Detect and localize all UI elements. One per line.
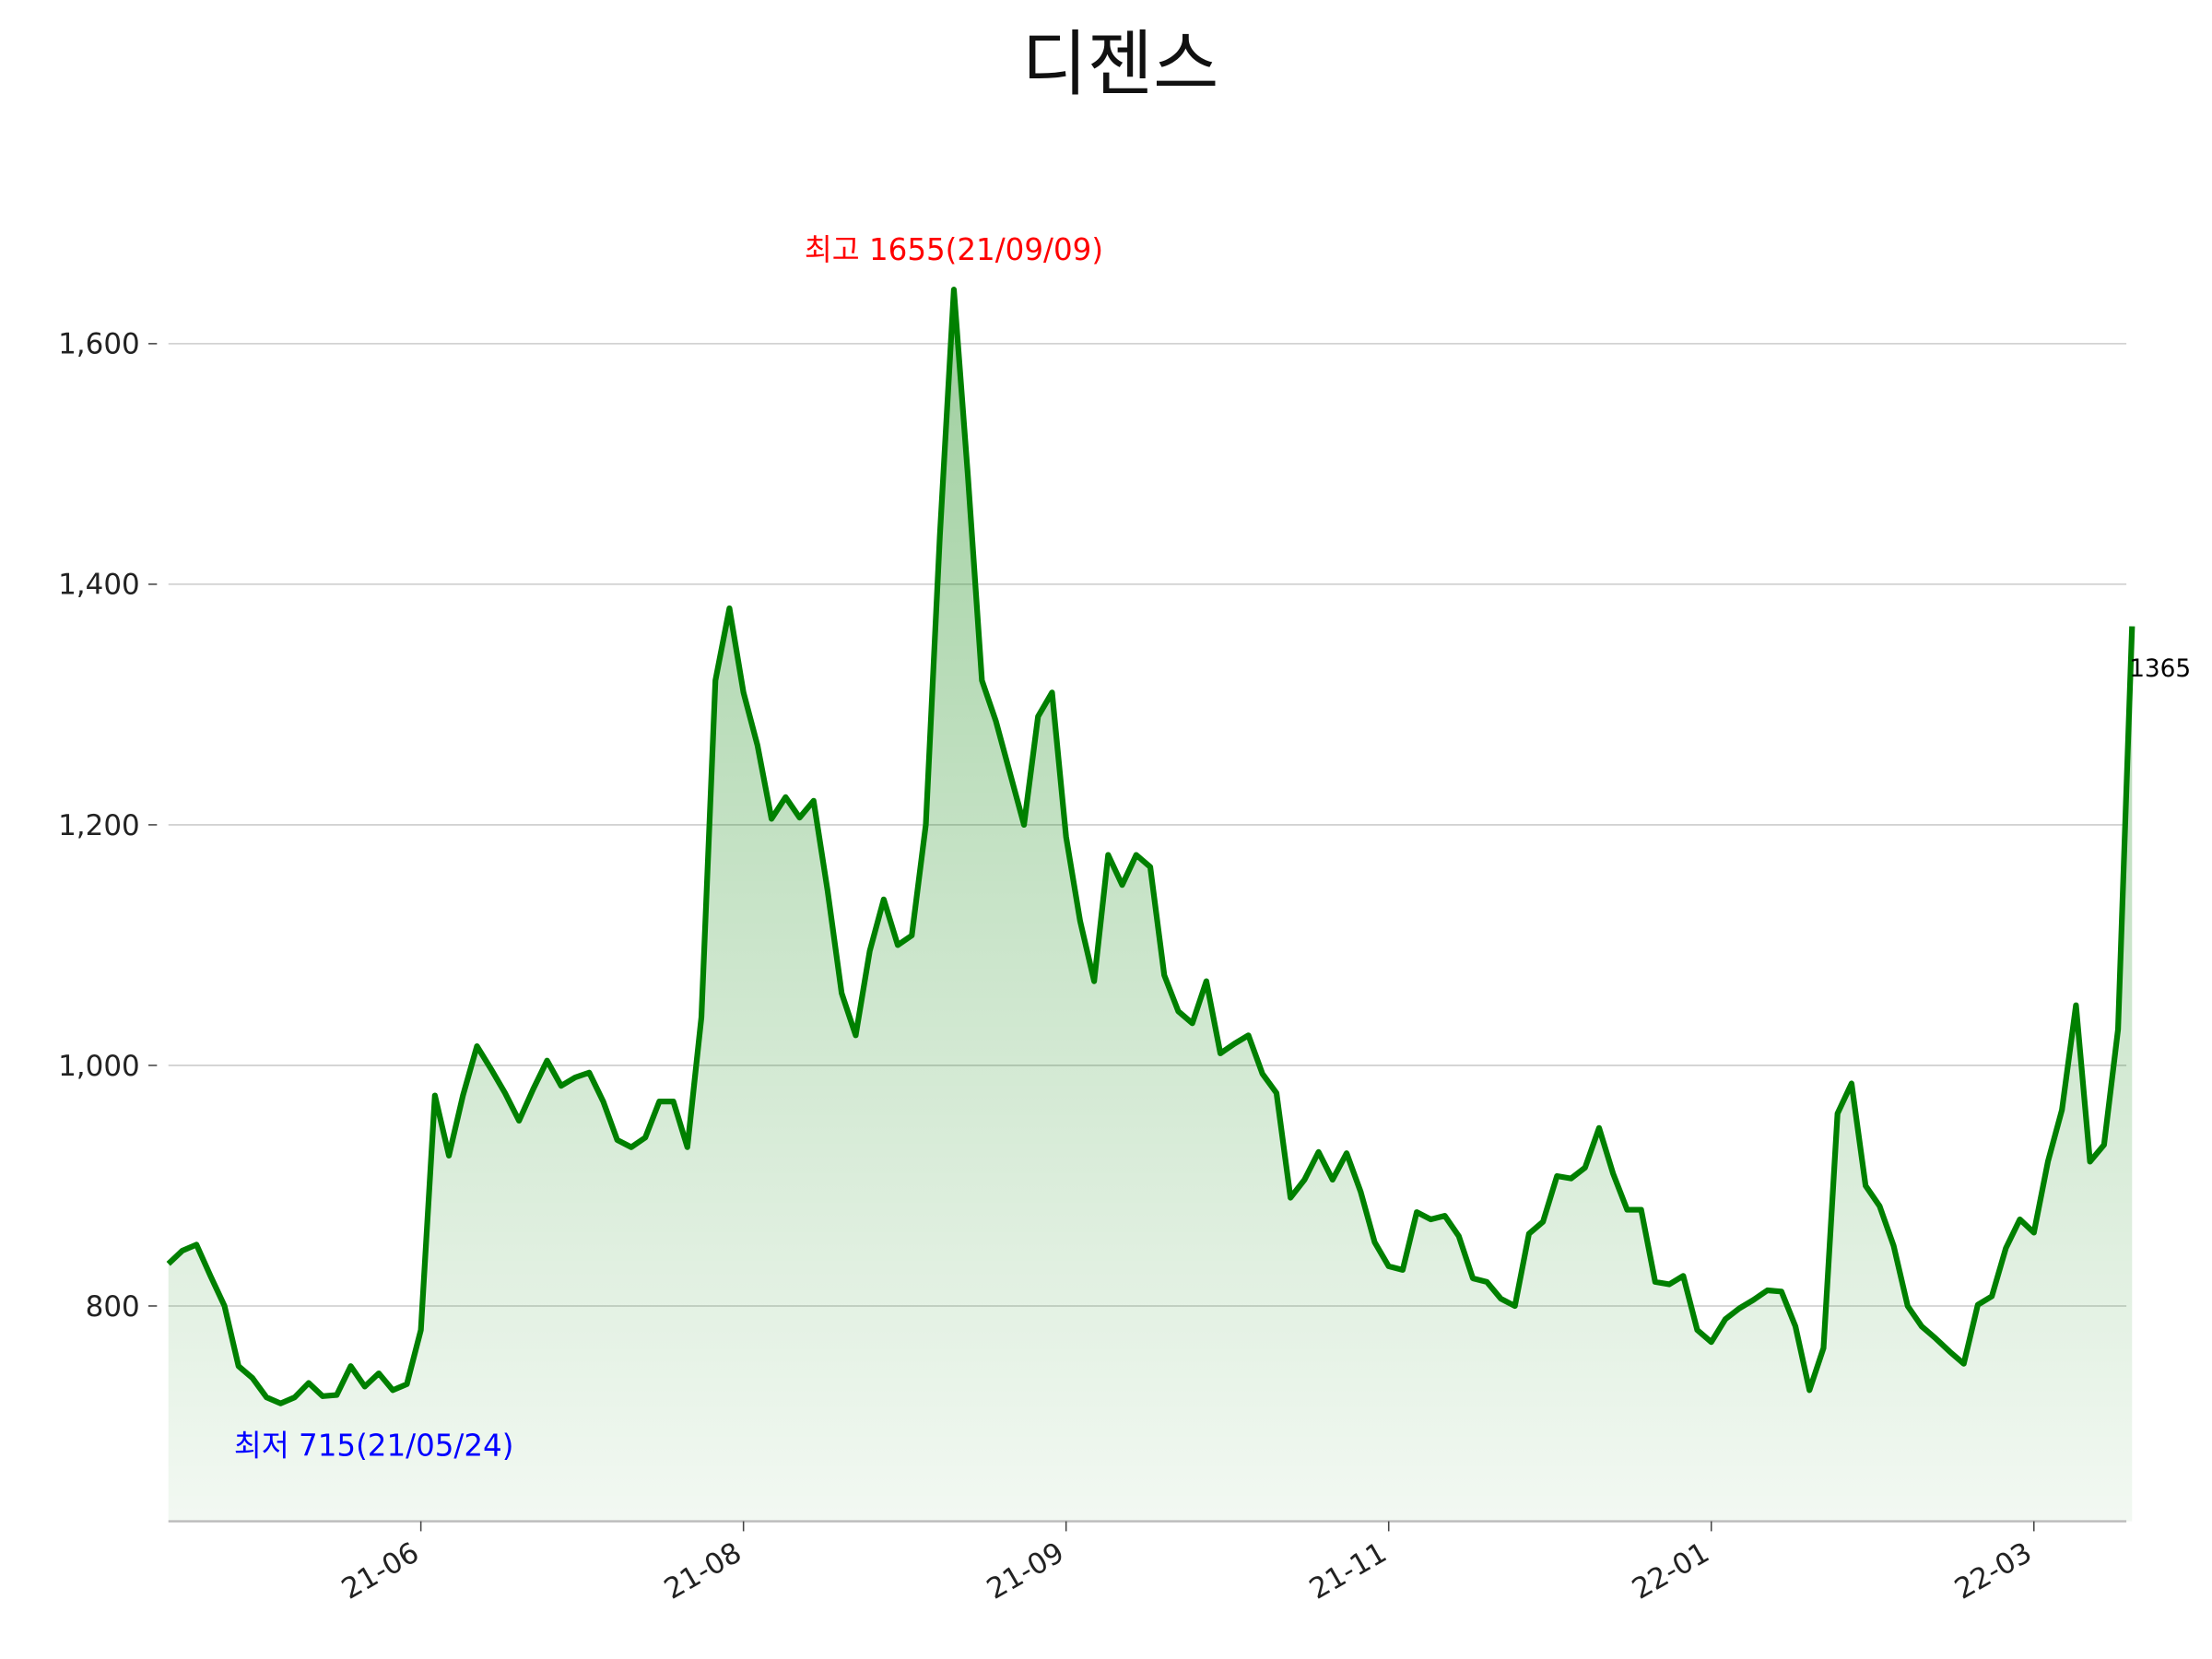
y-tick-label: 1,000 <box>58 1050 140 1083</box>
y-tick-label: 1,600 <box>58 328 140 361</box>
x-tick-label: 21-06 <box>336 1536 425 1606</box>
line <box>166 287 2136 1406</box>
chart-title: 디젠스 <box>1022 23 1219 106</box>
x-tick-label: 21-11 <box>1304 1536 1393 1606</box>
x-tick-label: 21-09 <box>982 1536 1070 1606</box>
annotation: 1365 <box>2129 655 2191 683</box>
y-tick-label: 1,200 <box>58 809 140 842</box>
y-tick-label: 800 <box>86 1290 140 1324</box>
area <box>168 289 2133 1522</box>
x-tick-label: 21-08 <box>659 1536 747 1606</box>
annotation: 최저 715(21/05/24) <box>234 1428 514 1463</box>
y-tick-label: 1,400 <box>58 569 140 602</box>
annotation: 최고 1655(21/09/09) <box>805 232 1103 267</box>
x-tick-label: 22-03 <box>1949 1536 2038 1606</box>
x-tick-label: 22-01 <box>1627 1536 1715 1606</box>
